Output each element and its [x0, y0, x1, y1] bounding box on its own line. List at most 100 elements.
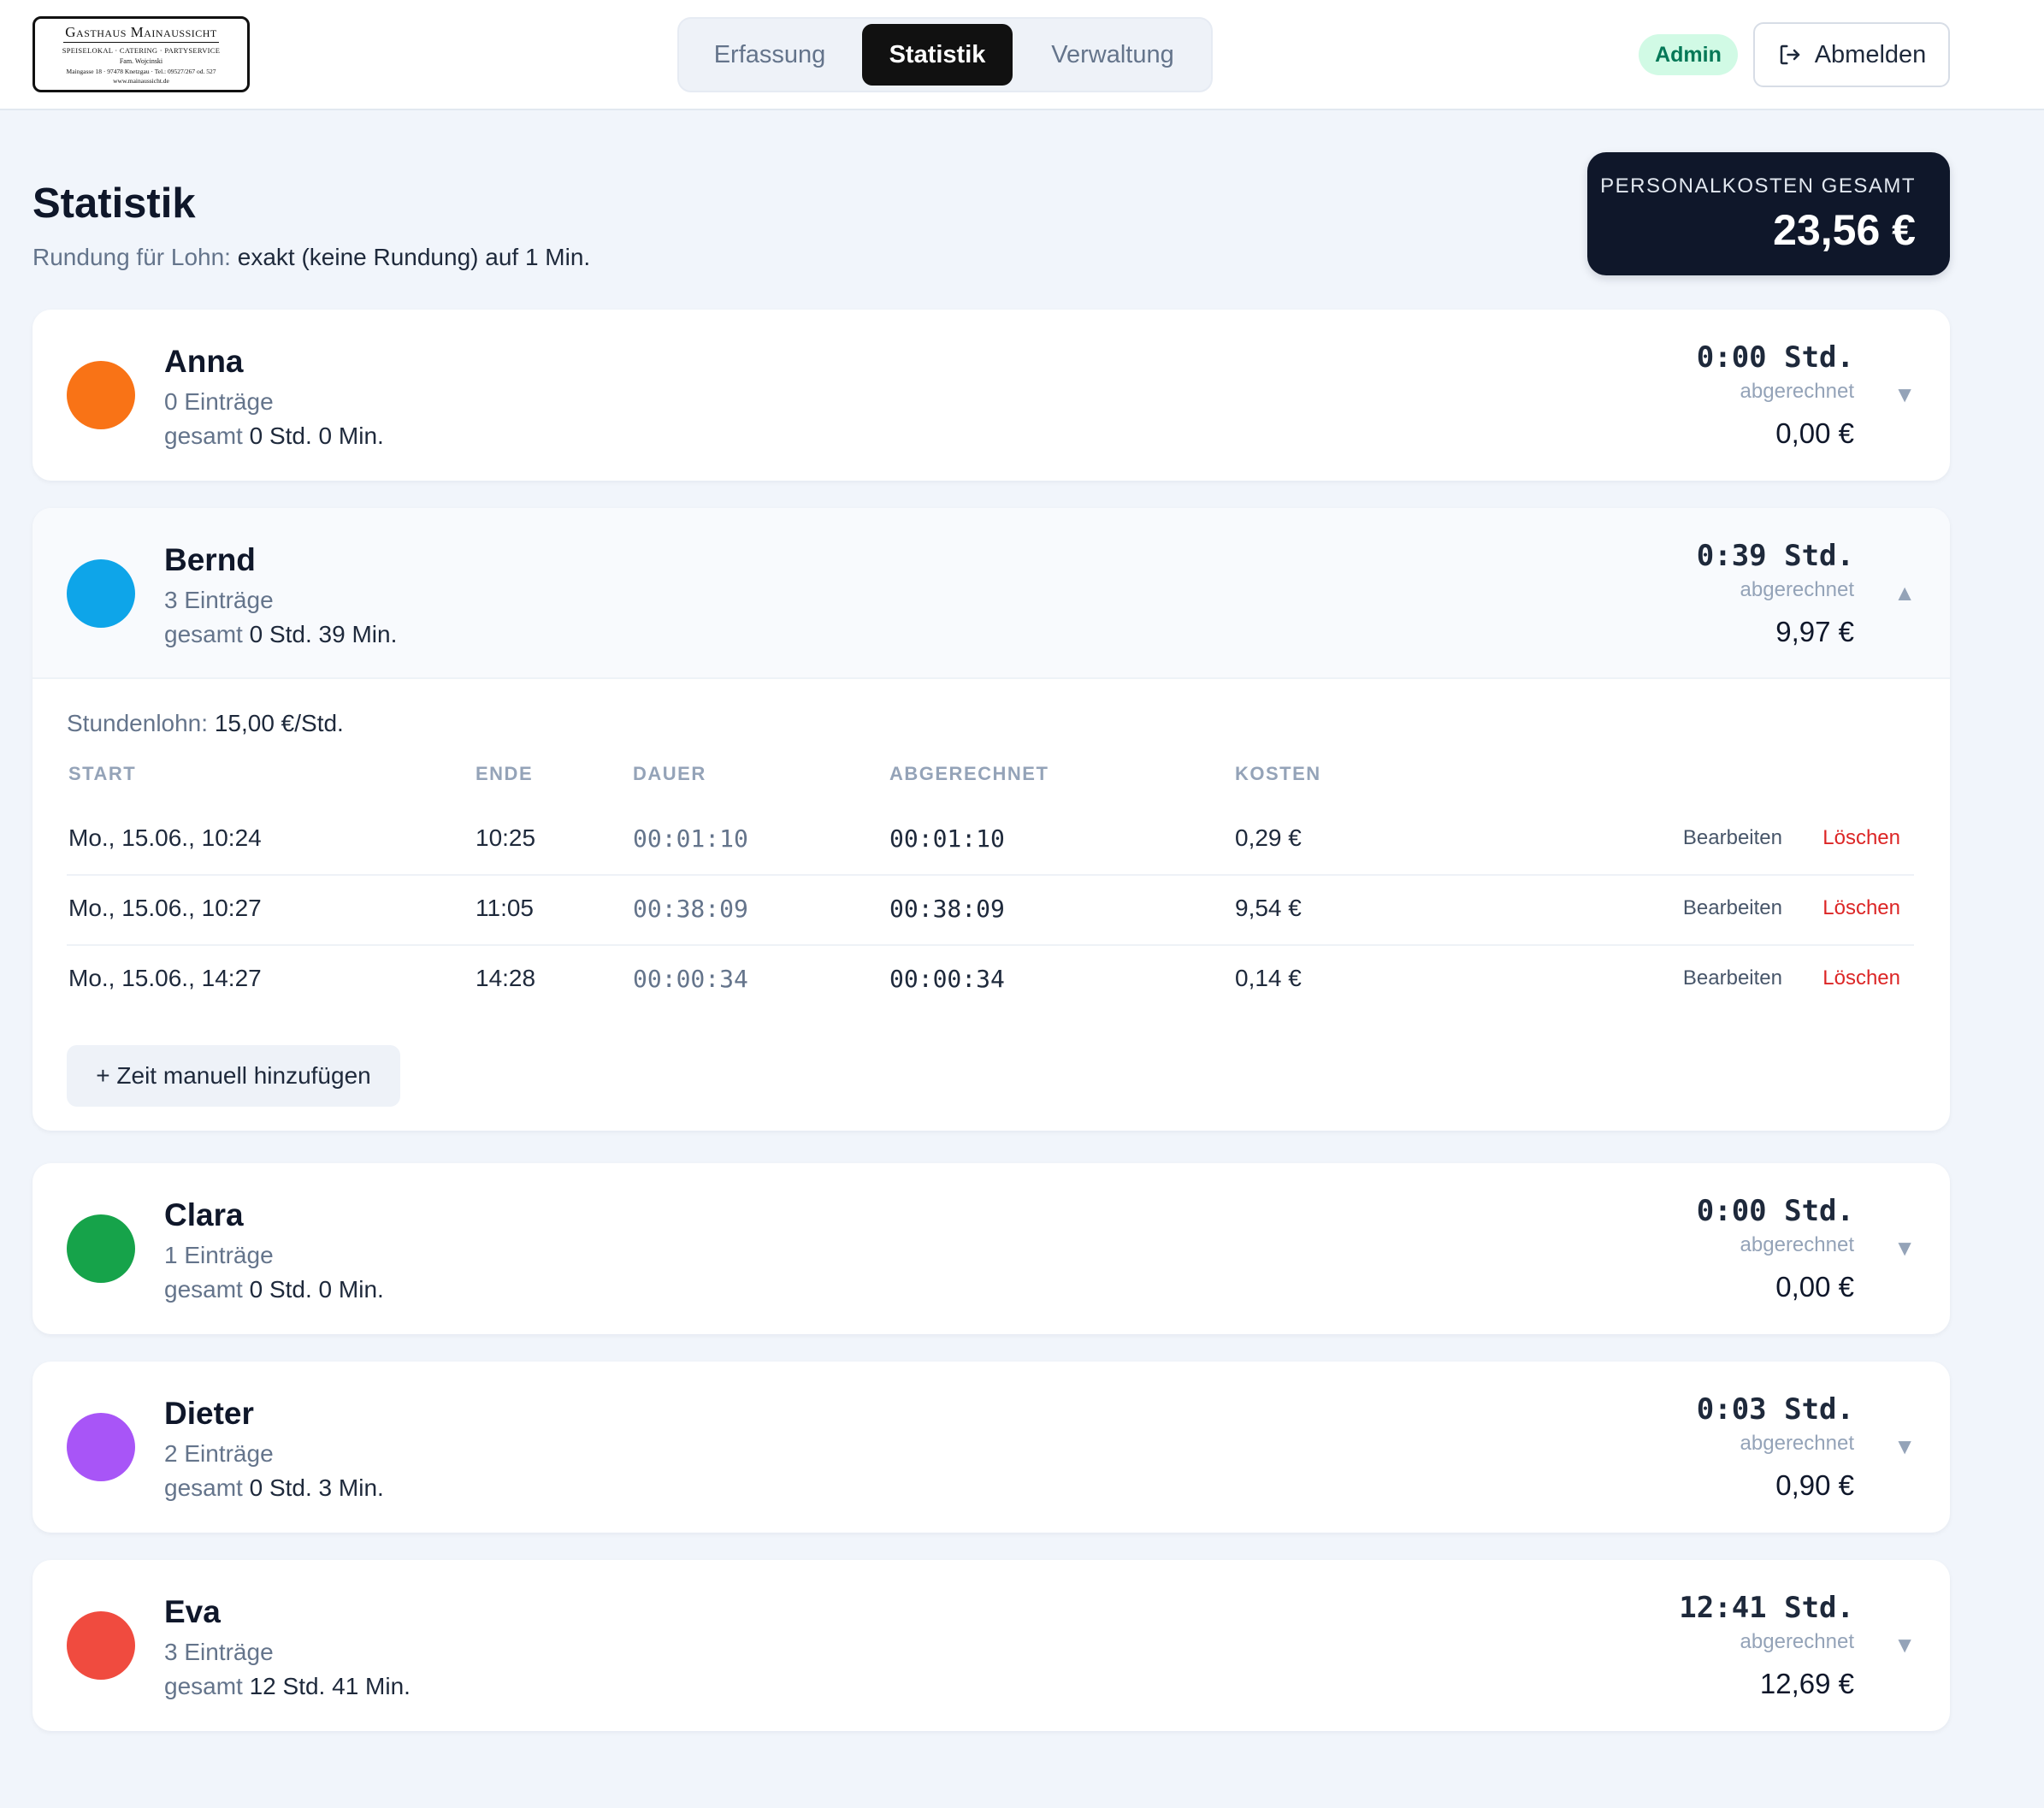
table-row: Mo., 15.06., 10:27 11:05 00:38:09 00:38:… [67, 876, 1914, 946]
column-header-duration: DAUER [633, 763, 706, 784]
total-time-value: 0 Std. 0 Min. [249, 1276, 384, 1303]
avatar [67, 559, 135, 628]
logout-label: Abmelden [1814, 40, 1927, 68]
table-row: Mo., 15.06., 14:27 14:28 00:00:34 00:00:… [67, 946, 1914, 1016]
employee-name: Bernd [164, 542, 256, 577]
chevron-down-icon[interactable]: ▼ [1893, 1632, 1916, 1657]
delete-button[interactable]: Löschen [1822, 826, 1900, 849]
rounding-info: Rundung für Lohn: exakt (keine Rundung) … [32, 244, 590, 271]
column-header-billed: ABGERECHNET [889, 763, 1049, 784]
billed-hours: 0:39 Std. [1696, 539, 1854, 573]
cell-end: 11:05 [476, 895, 534, 921]
table-row: Mo., 15.06., 10:24 10:25 00:01:10 00:01:… [67, 806, 1914, 876]
employee-name: Eva [164, 1594, 221, 1629]
logo-subtitle: SPEISELOKAL · CATERING · PARTYSERVICE [62, 46, 221, 55]
cell-start: Mo., 15.06., 14:27 [68, 965, 262, 991]
edit-button[interactable]: Bearbeiten [1682, 896, 1782, 919]
main-nav: Erfassung Statistik Verwaltung [677, 17, 1213, 92]
column-header-end: ENDE [476, 763, 534, 784]
cell-duration: 00:01:10 [633, 824, 748, 853]
hourly-wage: Stundenlohn: 15,00 €/Std. [67, 710, 344, 737]
role-badge: Admin [1639, 34, 1738, 75]
total-time: gesamt 12 Std. 41 Min. [164, 1673, 411, 1700]
employee-cost: 0,00 € [1775, 417, 1854, 449]
employee-header[interactable]: Eva 3 Einträge gesamt 12 Std. 41 Min. 12… [32, 1560, 1950, 1731]
employee-header[interactable]: Clara 1 Einträge gesamt 0 Std. 0 Min. 0:… [32, 1163, 1950, 1334]
employee-header[interactable]: Dieter 2 Einträge gesamt 0 Std. 3 Min. 0… [32, 1362, 1950, 1533]
cell-billed: 00:38:09 [889, 895, 1005, 923]
hourly-wage-label: Stundenlohn: [67, 710, 209, 736]
cell-start: Mo., 15.06., 10:24 [68, 824, 262, 851]
total-time-prefix: gesamt [164, 1276, 243, 1303]
employee-card-dieter: Dieter 2 Einträge gesamt 0 Std. 3 Min. 0… [32, 1362, 1950, 1533]
cell-duration: 00:38:09 [633, 895, 748, 923]
employee-cost: 0,00 € [1775, 1271, 1854, 1303]
rounding-label: Rundung für Lohn: [32, 244, 231, 270]
billed-label: abgerechnet [1740, 1233, 1854, 1256]
cell-billed: 00:01:10 [889, 824, 1005, 853]
chevron-up-icon[interactable]: ▲ [1893, 580, 1916, 606]
cell-billed: 00:00:34 [889, 965, 1005, 993]
chevron-down-icon[interactable]: ▼ [1893, 1235, 1916, 1261]
entry-count: 2 Einträge [164, 1440, 274, 1467]
total-time: gesamt 0 Std. 0 Min. [164, 1276, 384, 1303]
employee-card-eva: Eva 3 Einträge gesamt 12 Std. 41 Min. 12… [32, 1560, 1950, 1731]
entry-count: 0 Einträge [164, 388, 274, 415]
total-time-value: 12 Std. 41 Min. [249, 1673, 411, 1699]
employee-header[interactable]: Anna 0 Einträge gesamt 0 Std. 0 Min. 0:0… [32, 310, 1950, 481]
delete-button[interactable]: Löschen [1822, 966, 1900, 990]
chevron-down-icon[interactable]: ▼ [1893, 381, 1916, 407]
total-time: gesamt 0 Std. 0 Min. [164, 422, 384, 450]
billed-hours: 0:03 Std. [1696, 1392, 1854, 1427]
cell-end: 10:25 [476, 824, 536, 851]
edit-button[interactable]: Bearbeiten [1682, 966, 1782, 990]
total-time-prefix: gesamt [164, 621, 243, 647]
column-header-cost: KOSTEN [1235, 763, 1321, 784]
employee-card-clara: Clara 1 Einträge gesamt 0 Std. 0 Min. 0:… [32, 1163, 1950, 1334]
entry-count: 1 Einträge [164, 1242, 274, 1268]
billed-label: abgerechnet [1740, 1630, 1854, 1653]
delete-button[interactable]: Löschen [1822, 896, 1900, 919]
total-time-value: 0 Std. 3 Min. [249, 1474, 384, 1501]
cell-duration: 00:00:34 [633, 965, 748, 993]
employee-cost: 9,97 € [1775, 616, 1854, 647]
cell-end: 14:28 [476, 965, 536, 991]
avatar [67, 1214, 135, 1283]
tab-verwaltung[interactable]: Verwaltung [1051, 40, 1174, 68]
chevron-down-icon[interactable]: ▼ [1893, 1433, 1916, 1459]
total-time-prefix: gesamt [164, 1474, 243, 1501]
logo-address: Maingasse 18 · 97478 Knetzgau · Tel.: 09… [66, 68, 216, 75]
billed-hours: 0:00 Std. [1696, 1194, 1854, 1228]
employee-cost: 12,69 € [1759, 1668, 1854, 1699]
billed-label: abgerechnet [1740, 578, 1854, 601]
tab-statistik[interactable]: Statistik [862, 24, 1013, 86]
employee-cost: 0,90 € [1775, 1469, 1854, 1501]
cell-cost: 0,29 € [1235, 824, 1302, 851]
avatar [67, 1413, 135, 1481]
logout-button[interactable]: Abmelden [1753, 22, 1950, 87]
total-cost-label: PERSONALKOSTEN GESAMT [1600, 174, 1916, 198]
total-time: gesamt 0 Std. 3 Min. [164, 1474, 384, 1502]
edit-button[interactable]: Bearbeiten [1682, 826, 1782, 849]
tab-erfassung[interactable]: Erfassung [713, 40, 826, 68]
total-time-prefix: gesamt [164, 422, 243, 449]
cell-cost: 9,54 € [1235, 895, 1302, 921]
billed-hours: 12:41 Std. [1679, 1591, 1854, 1625]
billed-label: abgerechnet [1740, 380, 1854, 403]
top-bar: Gasthaus Mainaussicht SPEISELOKAL · CATE… [0, 0, 2044, 110]
hourly-wage-value: 15,00 €/Std. [214, 710, 344, 736]
entry-count: 3 Einträge [164, 587, 274, 613]
employee-card-anna: Anna 0 Einträge gesamt 0 Std. 0 Min. 0:0… [32, 310, 1950, 481]
add-time-manually-button[interactable]: + Zeit manuell hinzufügen [67, 1045, 400, 1107]
avatar [67, 361, 135, 429]
employee-card-bernd: Bernd 3 Einträge gesamt 0 Std. 39 Min. 0… [32, 508, 1950, 1131]
rounding-value: exakt (keine Rundung) auf 1 Min. [237, 244, 591, 270]
logo-title: Gasthaus Mainaussicht [63, 24, 219, 43]
total-cost-value: 23,56 € [1773, 206, 1916, 254]
page-title: Statistik [32, 180, 196, 227]
billed-hours: 0:00 Std. [1696, 340, 1854, 375]
company-logo[interactable]: Gasthaus Mainaussicht SPEISELOKAL · CATE… [32, 16, 250, 92]
total-time-value: 0 Std. 0 Min. [249, 422, 384, 449]
employee-header[interactable]: Bernd 3 Einträge gesamt 0 Std. 39 Min. 0… [32, 508, 1950, 679]
avatar [67, 1611, 135, 1680]
